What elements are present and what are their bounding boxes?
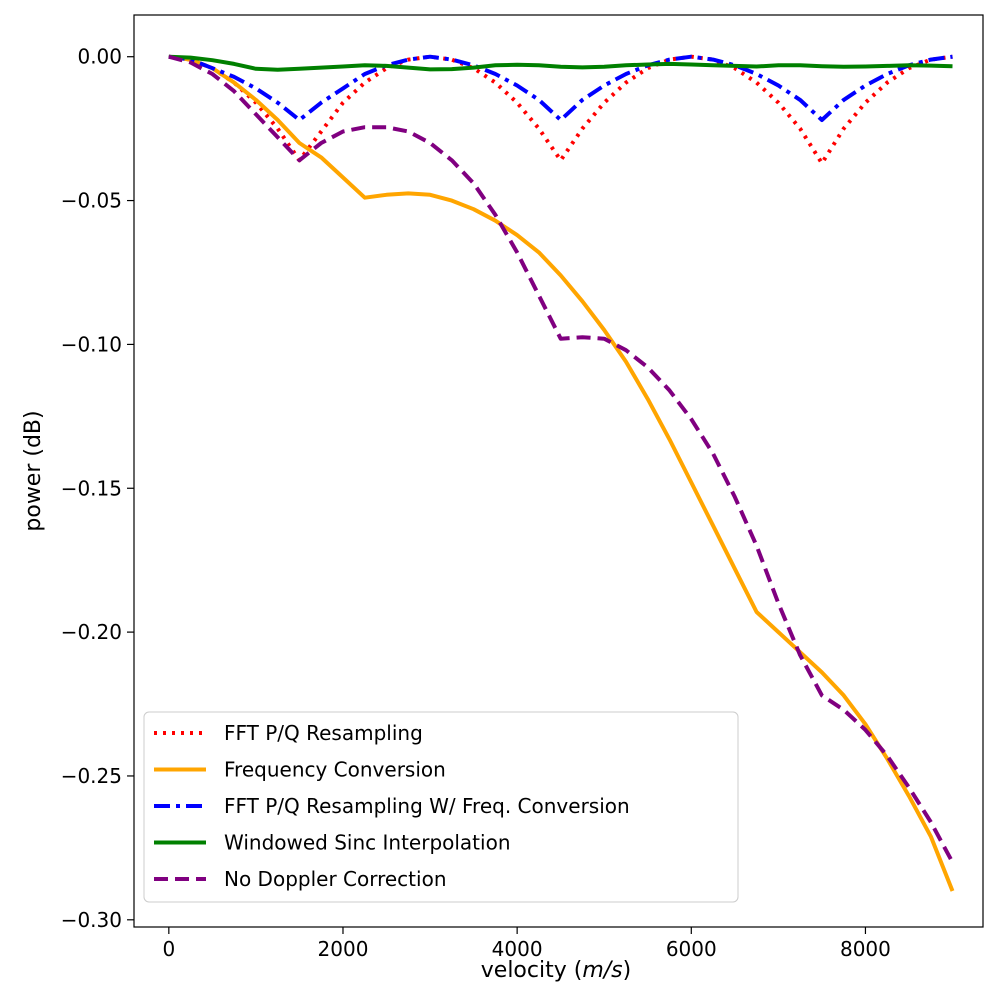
y-tick-label: −0.10 [61,332,122,356]
y-tick-label: −0.30 [61,908,122,932]
series-line-2 [168,54,955,892]
legend: FFT P/Q Resampling Frequency Conversion FF… [143,711,739,903]
y-tick-label: −0.20 [61,620,122,644]
y-tick-label: −0.05 [61,189,122,213]
x-tick-label: 4000 [492,937,543,961]
y-axis-label: power (dB) [21,410,46,531]
y-axis-ticks: 0.00 −0.05 −0.10 −0.15 −0.20 −0.25 −0.30 [61,45,134,932]
legend-entries: FFT P/Q Resampling Frequency Conversion FF… [154,721,630,891]
series-line-3 [168,54,953,122]
x-axis-ticks: 0 2000 4000 6000 8000 [162,927,891,961]
x-tick-label: 0 [162,937,175,961]
series-layer [168,54,955,892]
x-tick-label: 2000 [318,937,369,961]
series-line-4 [168,54,953,72]
legend-box [143,711,739,903]
x-tick-label: 8000 [840,937,891,961]
x-axis-label-unit: m/s [582,958,622,983]
legend-label: No Doppler Correction [224,867,447,891]
x-axis-label: velocity (m/s) [481,958,631,983]
legend-label: FFT P/Q Resampling [224,721,423,745]
legend-label: FFT P/Q Resampling W/ Freq. Conversion [224,794,630,818]
x-axis-label-prefix: velocity ( [481,958,583,983]
series-line-5 [168,54,955,864]
x-axis-label-suffix: ) [623,958,632,983]
legend-label: Windowed Sinc Interpolation [224,831,511,855]
plot-frame [133,14,984,928]
x-tick-label: 6000 [666,937,717,961]
y-tick-label: −0.15 [61,476,122,500]
legend-label: Frequency Conversion [224,758,446,782]
y-tick-label: 0.00 [77,45,122,69]
y-tick-label: −0.25 [61,764,122,788]
